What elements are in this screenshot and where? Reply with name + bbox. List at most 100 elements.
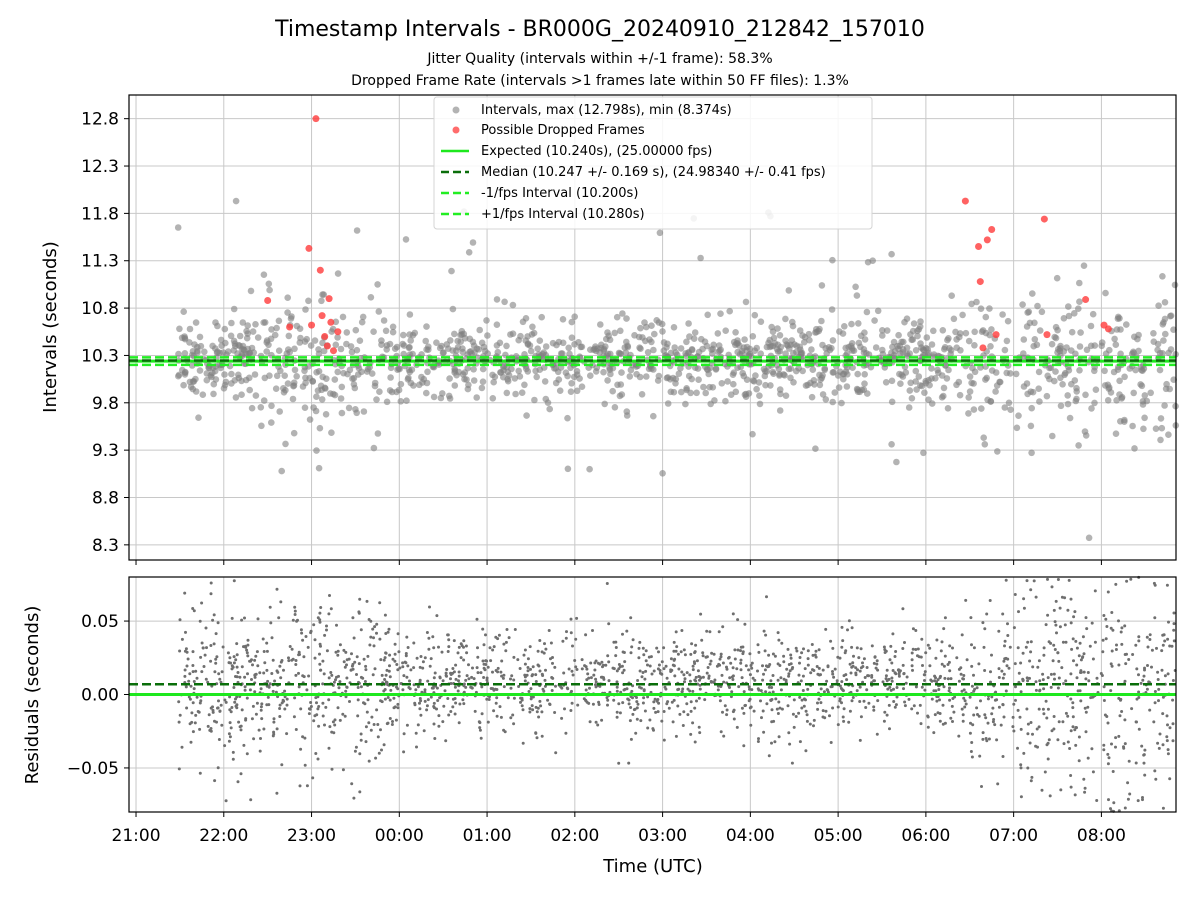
residual-point bbox=[268, 605, 272, 609]
residual-point bbox=[914, 685, 918, 689]
residual-point bbox=[905, 675, 909, 679]
residual-point bbox=[535, 736, 539, 740]
residual-point bbox=[1154, 777, 1158, 781]
residual-point bbox=[770, 708, 774, 712]
residual-point bbox=[841, 639, 845, 643]
residual-point bbox=[278, 707, 282, 710]
residual-point bbox=[502, 673, 506, 677]
residual-point bbox=[250, 658, 253, 662]
interval-point bbox=[373, 396, 380, 403]
residual-point bbox=[354, 745, 358, 749]
residual-point bbox=[589, 661, 593, 665]
interval-point bbox=[508, 365, 515, 373]
residual-point bbox=[465, 651, 469, 655]
residual-point bbox=[1058, 606, 1062, 610]
residual-point bbox=[757, 737, 760, 741]
interval-point bbox=[953, 336, 960, 343]
interval-point bbox=[755, 379, 763, 386]
residual-point bbox=[395, 663, 399, 666]
interval-point bbox=[1036, 327, 1044, 334]
residual-point bbox=[283, 689, 287, 693]
interval-point bbox=[491, 373, 499, 381]
interval-point bbox=[879, 350, 887, 358]
residual-point bbox=[1017, 671, 1021, 675]
residual-point bbox=[606, 703, 609, 707]
residual-point bbox=[177, 767, 181, 771]
residual-point bbox=[293, 613, 297, 616]
residual-point bbox=[712, 652, 716, 656]
residual-point bbox=[350, 782, 354, 786]
interval-point bbox=[464, 385, 472, 393]
interval-point bbox=[293, 373, 301, 380]
interval-point bbox=[517, 332, 524, 340]
residual-point bbox=[531, 708, 535, 712]
residual-point bbox=[965, 658, 969, 662]
residual-point bbox=[664, 664, 668, 668]
residual-point bbox=[432, 705, 436, 708]
residual-point bbox=[901, 663, 905, 667]
interval-point bbox=[818, 282, 826, 289]
residual-point bbox=[614, 640, 618, 644]
residual-point bbox=[910, 664, 914, 668]
residual-point bbox=[636, 702, 640, 706]
residual-point bbox=[859, 715, 863, 719]
residual-point bbox=[861, 680, 865, 684]
interval-point bbox=[1123, 321, 1130, 328]
residual-point bbox=[495, 714, 499, 718]
interval-point bbox=[1163, 380, 1170, 388]
residual-point bbox=[196, 710, 200, 713]
residual-point bbox=[1171, 739, 1175, 743]
residual-point bbox=[388, 717, 392, 720]
residual-point bbox=[444, 671, 448, 675]
interval-point bbox=[1007, 370, 1014, 377]
interval-point bbox=[518, 389, 526, 397]
residual-point bbox=[375, 622, 379, 626]
residual-point bbox=[777, 735, 781, 739]
interval-point bbox=[766, 343, 774, 351]
residual-point bbox=[1067, 578, 1071, 582]
residual-point bbox=[253, 675, 257, 679]
interval-point bbox=[621, 344, 629, 351]
residual-point bbox=[995, 738, 999, 742]
interval-point bbox=[869, 257, 876, 265]
residual-point bbox=[1081, 655, 1085, 659]
interval-point bbox=[1057, 345, 1064, 352]
residual-point bbox=[1082, 670, 1086, 674]
residual-point bbox=[423, 656, 427, 660]
residual-point bbox=[318, 611, 322, 615]
interval-point bbox=[239, 319, 247, 326]
interval-point bbox=[717, 310, 724, 318]
interval-point bbox=[356, 337, 364, 345]
interval-point bbox=[451, 330, 458, 338]
residual-point bbox=[1101, 650, 1105, 654]
residual-point bbox=[209, 659, 213, 663]
residual-point bbox=[285, 697, 289, 701]
residual-point bbox=[312, 719, 316, 723]
interval-point bbox=[1044, 372, 1051, 380]
residual-point bbox=[1031, 665, 1035, 669]
residual-point bbox=[986, 697, 990, 701]
residual-point bbox=[986, 721, 990, 725]
residual-point bbox=[693, 740, 697, 744]
residual-point bbox=[1123, 679, 1127, 683]
residual-point bbox=[220, 723, 224, 727]
residual-point bbox=[1107, 756, 1111, 760]
residual-point bbox=[858, 700, 862, 703]
residual-point bbox=[585, 700, 589, 704]
interval-point bbox=[1154, 340, 1162, 348]
residual-point bbox=[1157, 746, 1161, 750]
residual-point bbox=[405, 675, 409, 679]
residual-point bbox=[765, 595, 768, 599]
interval-point bbox=[328, 328, 336, 335]
interval-point bbox=[530, 329, 538, 337]
residual-point bbox=[256, 664, 260, 668]
residual-point bbox=[943, 654, 947, 658]
residual-point bbox=[505, 628, 509, 631]
interval-point bbox=[345, 404, 353, 412]
residual-point bbox=[701, 675, 705, 679]
residual-point bbox=[676, 652, 680, 656]
residual-point bbox=[471, 666, 474, 670]
residual-point bbox=[792, 725, 796, 729]
interval-point bbox=[512, 390, 519, 398]
residual-point bbox=[679, 650, 683, 654]
